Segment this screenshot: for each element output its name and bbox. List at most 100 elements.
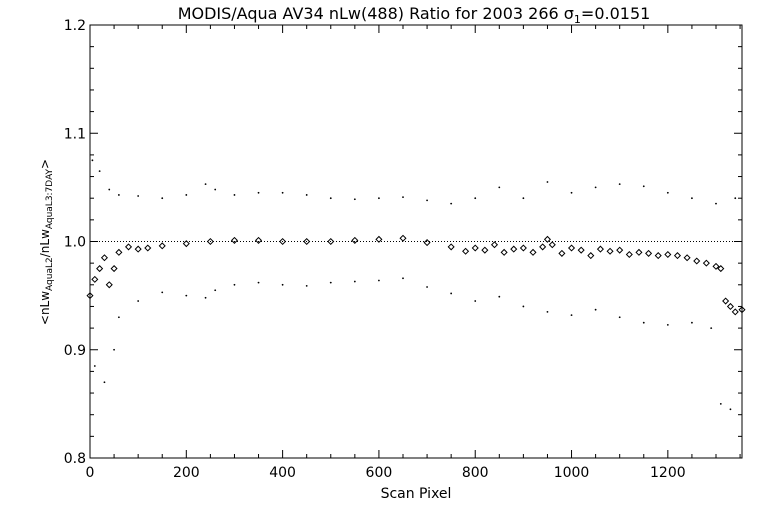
lower-point: [378, 279, 380, 282]
lower-point: [522, 305, 525, 308]
mean-point: [462, 247, 470, 255]
mean-point: [510, 245, 518, 253]
lower-point: [214, 289, 217, 292]
mean-point: [726, 302, 734, 310]
mean-point: [577, 246, 585, 254]
mean-point: [702, 259, 710, 267]
y-tick-label: 1.2: [64, 18, 86, 34]
upper-point: [522, 197, 525, 200]
lower-point: [305, 284, 308, 287]
upper-point: [214, 188, 217, 191]
lower-point: [570, 314, 573, 317]
lower-point: [666, 323, 669, 326]
mean-point: [587, 252, 595, 260]
lower-point: [474, 300, 477, 302]
lower-point: [161, 291, 164, 294]
upper-point: [117, 194, 120, 196]
mean-point: [375, 235, 383, 243]
lower-point: [729, 408, 732, 411]
mean-point: [423, 239, 431, 247]
mean-point: [399, 234, 407, 242]
lower-point: [719, 402, 722, 405]
mean-series: [86, 234, 746, 316]
mean-point: [144, 244, 152, 252]
y-label-denominator-subscript: AquaL3:7DAY: [45, 168, 55, 229]
upper-point: [450, 202, 453, 205]
lower-point: [113, 348, 115, 351]
mean-point: [673, 252, 682, 260]
mean-point: [539, 243, 547, 251]
mean-point: [134, 245, 142, 253]
lower-point: [498, 295, 501, 298]
mean-point: [616, 246, 624, 254]
y-label-close: >: [38, 159, 52, 169]
mean-point: [279, 237, 287, 246]
mean-point: [91, 275, 99, 283]
mean-point: [124, 243, 133, 251]
upper-point: [734, 197, 737, 200]
x-tick-label: 1200: [650, 465, 686, 481]
lower-point: [710, 327, 713, 329]
y-label-numerator: nLw: [38, 291, 52, 315]
mean-point: [596, 245, 604, 253]
x-tick-label: 800: [462, 465, 489, 481]
x-tick-label: 1000: [554, 465, 590, 481]
upper-point: [257, 191, 260, 194]
data-points-layer: [86, 159, 746, 411]
upper-point: [691, 197, 693, 200]
mean-point: [206, 237, 214, 246]
upper-point: [108, 188, 111, 191]
upper-point: [233, 194, 236, 196]
upper-point: [137, 195, 140, 197]
lower-point: [93, 365, 96, 367]
upper-point: [98, 170, 101, 173]
mean-point: [683, 254, 691, 262]
lower-point: [546, 310, 549, 313]
x-axis-label: Scan Pixel: [381, 486, 452, 502]
mean-point: [490, 241, 499, 249]
mean-point: [693, 257, 701, 265]
x-tick-label: 400: [269, 465, 296, 481]
upper-point: [666, 191, 669, 194]
mean-point: [529, 248, 537, 256]
upper-point: [618, 183, 621, 186]
lower-point: [137, 300, 140, 302]
upper-point: [715, 202, 717, 205]
upper-point: [281, 191, 284, 194]
mean-point: [255, 236, 263, 244]
x-tick-label: 0: [86, 465, 95, 481]
mean-point: [230, 236, 238, 244]
mean-point: [471, 244, 479, 252]
lower-point: [642, 321, 645, 324]
mean-point: [110, 265, 118, 273]
mean-point: [303, 237, 311, 246]
x-tick-label: 600: [366, 465, 393, 481]
lower-point: [233, 283, 236, 286]
mean-point: [568, 244, 576, 252]
y-label-slash: /: [38, 252, 52, 257]
upper-point: [378, 197, 380, 200]
upper-point: [353, 198, 356, 201]
chart-title: MODIS/Aqua AV34 nLw(488) Ratio for 2003 …: [178, 4, 651, 26]
mean-point: [731, 308, 739, 316]
mean-point: [519, 244, 527, 252]
y-tick-label: 0.8: [64, 451, 86, 467]
upper-point: [91, 159, 94, 162]
mean-point: [100, 254, 108, 262]
y-axis-label: <nLwAquaL2/nLwAquaL3:7DAY>: [38, 159, 55, 325]
upper-point: [546, 181, 549, 183]
mean-point: [481, 246, 489, 254]
mean-point: [158, 242, 166, 250]
mean-point: [738, 306, 746, 314]
mean-point: [625, 250, 633, 259]
upper-series: [91, 159, 737, 205]
lower-point: [691, 321, 693, 324]
lower-point: [185, 294, 188, 297]
tick-marks-layer: [89, 24, 742, 459]
lower-point: [204, 296, 207, 299]
mean-point: [543, 235, 551, 243]
lower-point: [353, 280, 356, 283]
y-tick-label: 0.9: [64, 343, 86, 359]
mean-point: [447, 243, 455, 251]
mean-point: [86, 292, 94, 300]
